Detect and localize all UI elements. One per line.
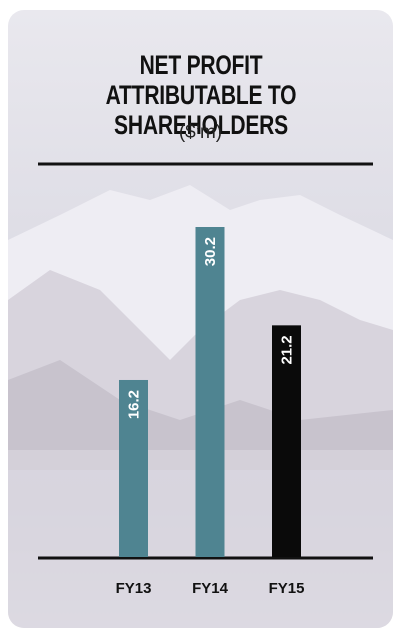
x-tick-label: FY14 bbox=[192, 580, 229, 597]
title-box: NET PROFIT ATTRIBUTABLE TO SHAREHOLDERS bbox=[0, 50, 401, 140]
bar bbox=[195, 227, 225, 557]
x-tick-label: FY15 bbox=[269, 580, 305, 597]
chart-subtitle: ($’m) bbox=[178, 122, 223, 143]
value-label: 16.2 bbox=[126, 390, 143, 419]
bar bbox=[119, 379, 148, 557]
chart-title: NET PROFIT ATTRIBUTABLE TO SHAREHOLDERS bbox=[105, 50, 296, 140]
bar bbox=[272, 325, 301, 557]
value-label: 21.2 bbox=[279, 335, 296, 364]
value-label: 30.2 bbox=[202, 237, 219, 266]
x-tick-label: FY13 bbox=[116, 580, 152, 597]
